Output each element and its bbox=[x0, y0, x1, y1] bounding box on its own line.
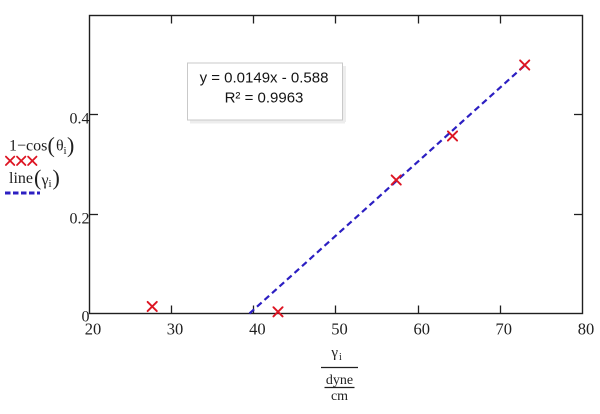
svg-text:i: i bbox=[64, 145, 67, 157]
svg-text:50: 50 bbox=[331, 320, 348, 339]
svg-text:cm: cm bbox=[331, 389, 348, 404]
svg-text:(: ( bbox=[48, 133, 55, 158]
svg-text:): ) bbox=[67, 133, 74, 158]
svg-text:30: 30 bbox=[167, 320, 184, 339]
svg-text:y = 0.0149x - 0.588: y = 0.0149x - 0.588 bbox=[200, 70, 329, 87]
svg-text:20: 20 bbox=[85, 320, 102, 339]
svg-text:γ: γ bbox=[330, 345, 338, 361]
svg-text:θ: θ bbox=[56, 138, 64, 155]
svg-text:0: 0 bbox=[82, 309, 90, 326]
svg-text:0.2: 0.2 bbox=[70, 210, 90, 227]
svg-text:70: 70 bbox=[496, 320, 513, 339]
svg-text:0.4: 0.4 bbox=[70, 110, 90, 127]
svg-text:40: 40 bbox=[249, 320, 266, 339]
svg-text:R² = 0.9963: R² = 0.9963 bbox=[225, 89, 304, 106]
svg-text:60: 60 bbox=[413, 320, 430, 339]
svg-text:γ: γ bbox=[41, 172, 49, 189]
svg-text:80: 80 bbox=[578, 320, 595, 339]
svg-text:dyne: dyne bbox=[326, 373, 353, 388]
svg-text:i: i bbox=[49, 178, 52, 190]
svg-text:i: i bbox=[339, 352, 342, 363]
svg-text:line: line bbox=[9, 170, 33, 187]
svg-text:1−cos: 1−cos bbox=[9, 138, 47, 155]
svg-text:(: ( bbox=[34, 165, 41, 190]
svg-text:): ) bbox=[53, 165, 60, 190]
